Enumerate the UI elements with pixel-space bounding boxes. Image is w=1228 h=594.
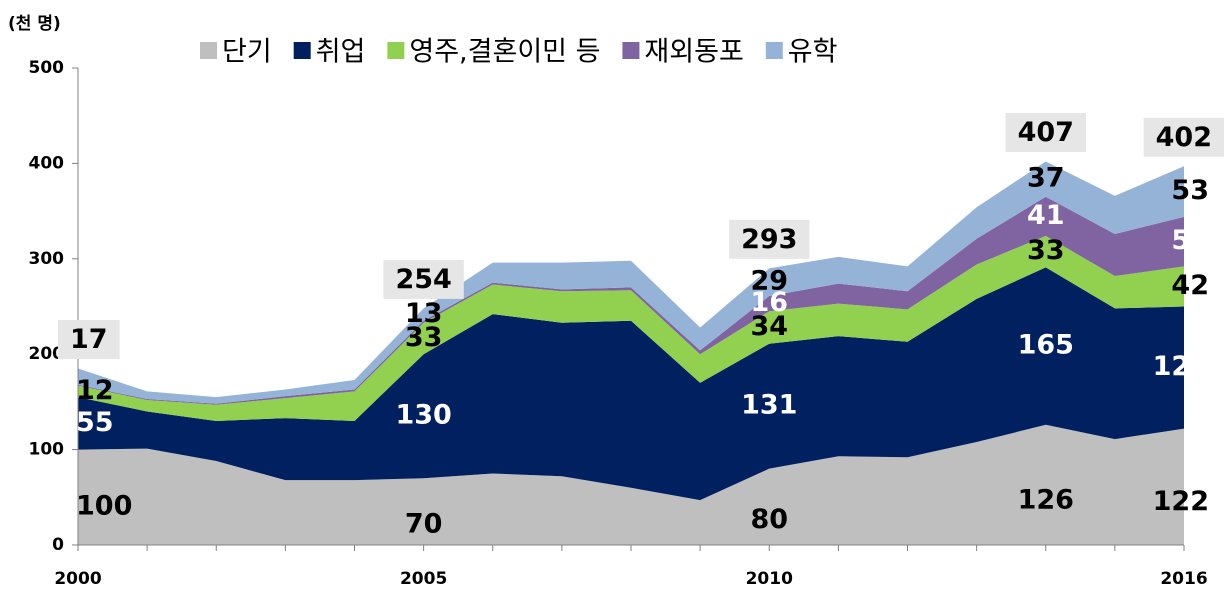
data-label: 131 — [741, 390, 797, 421]
data-label: 53 — [1171, 175, 1209, 206]
legend-label: 취업 — [316, 37, 366, 68]
annotation-text: 254 — [395, 264, 451, 295]
legend-swatch — [200, 42, 217, 59]
annotation-box — [1143, 117, 1224, 157]
total-annotation: 17 — [58, 320, 120, 360]
legend-swatch — [387, 42, 405, 59]
annotation-box — [1005, 112, 1086, 152]
annotation-text: 402 — [1156, 122, 1212, 153]
y-tick-label: 300 — [29, 249, 65, 269]
annotation-box — [58, 320, 120, 360]
data-label: 52 — [1171, 225, 1209, 256]
y-tick-label: 500 — [29, 58, 65, 78]
x-tick-label: 2016 — [1160, 569, 1207, 589]
data-label: 100 — [76, 491, 132, 522]
y-tick-label: 200 — [29, 344, 65, 364]
legend-swatch — [293, 42, 311, 59]
data-label: 29 — [750, 266, 788, 297]
x-tick-label: 2010 — [746, 569, 793, 589]
data-label: 70 — [405, 508, 443, 539]
x-tick-label: 2000 — [54, 569, 101, 589]
data-label: 165 — [1018, 330, 1074, 361]
area — [78, 196, 1184, 405]
y-axis-label: (천 명) — [8, 14, 61, 34]
data-label: 33 — [405, 322, 443, 353]
data-label: 12 — [76, 375, 114, 406]
data-label: 80 — [750, 504, 788, 535]
data-label: 41 — [1027, 200, 1065, 231]
data-label: 34 — [750, 311, 788, 342]
data-label: 122 — [1153, 486, 1209, 517]
y-tick-label: 0 — [52, 535, 64, 555]
total-annotation: 402 — [1143, 117, 1224, 157]
annotation-text: 293 — [741, 224, 797, 255]
legend-label: 유학 — [788, 37, 838, 68]
data-label: 33 — [1027, 235, 1065, 266]
annotation-text: 17 — [70, 324, 108, 355]
total-annotation: 293 — [729, 219, 810, 259]
annotation-box — [383, 259, 464, 299]
data-label: 55 — [76, 407, 114, 438]
data-label: 37 — [1027, 163, 1065, 194]
data-label: 130 — [395, 400, 451, 431]
area — [78, 424, 1184, 545]
area — [78, 161, 1184, 404]
data-label: 126 — [1018, 484, 1074, 515]
legend-label: 재외동포 — [644, 37, 743, 68]
data-label: 13 — [405, 298, 443, 329]
y-tick-label: 100 — [29, 440, 65, 460]
legend-label: 단기 — [222, 37, 272, 68]
legend-label: 영주,결혼이민 등 — [409, 37, 600, 68]
legend-swatch — [765, 42, 783, 59]
data-label: 16 — [750, 287, 788, 318]
total-annotation: 407 — [1005, 112, 1086, 152]
annotation-box — [729, 219, 810, 259]
y-tick-label: 400 — [29, 153, 65, 173]
area — [78, 267, 1184, 501]
x-tick-label: 2005 — [400, 569, 447, 589]
annotation-text: 407 — [1018, 117, 1074, 148]
total-annotation: 254 — [383, 259, 464, 299]
data-label: 42 — [1171, 270, 1209, 301]
data-label: 128 — [1153, 351, 1209, 382]
legend-swatch — [622, 42, 640, 59]
area — [78, 235, 1184, 421]
